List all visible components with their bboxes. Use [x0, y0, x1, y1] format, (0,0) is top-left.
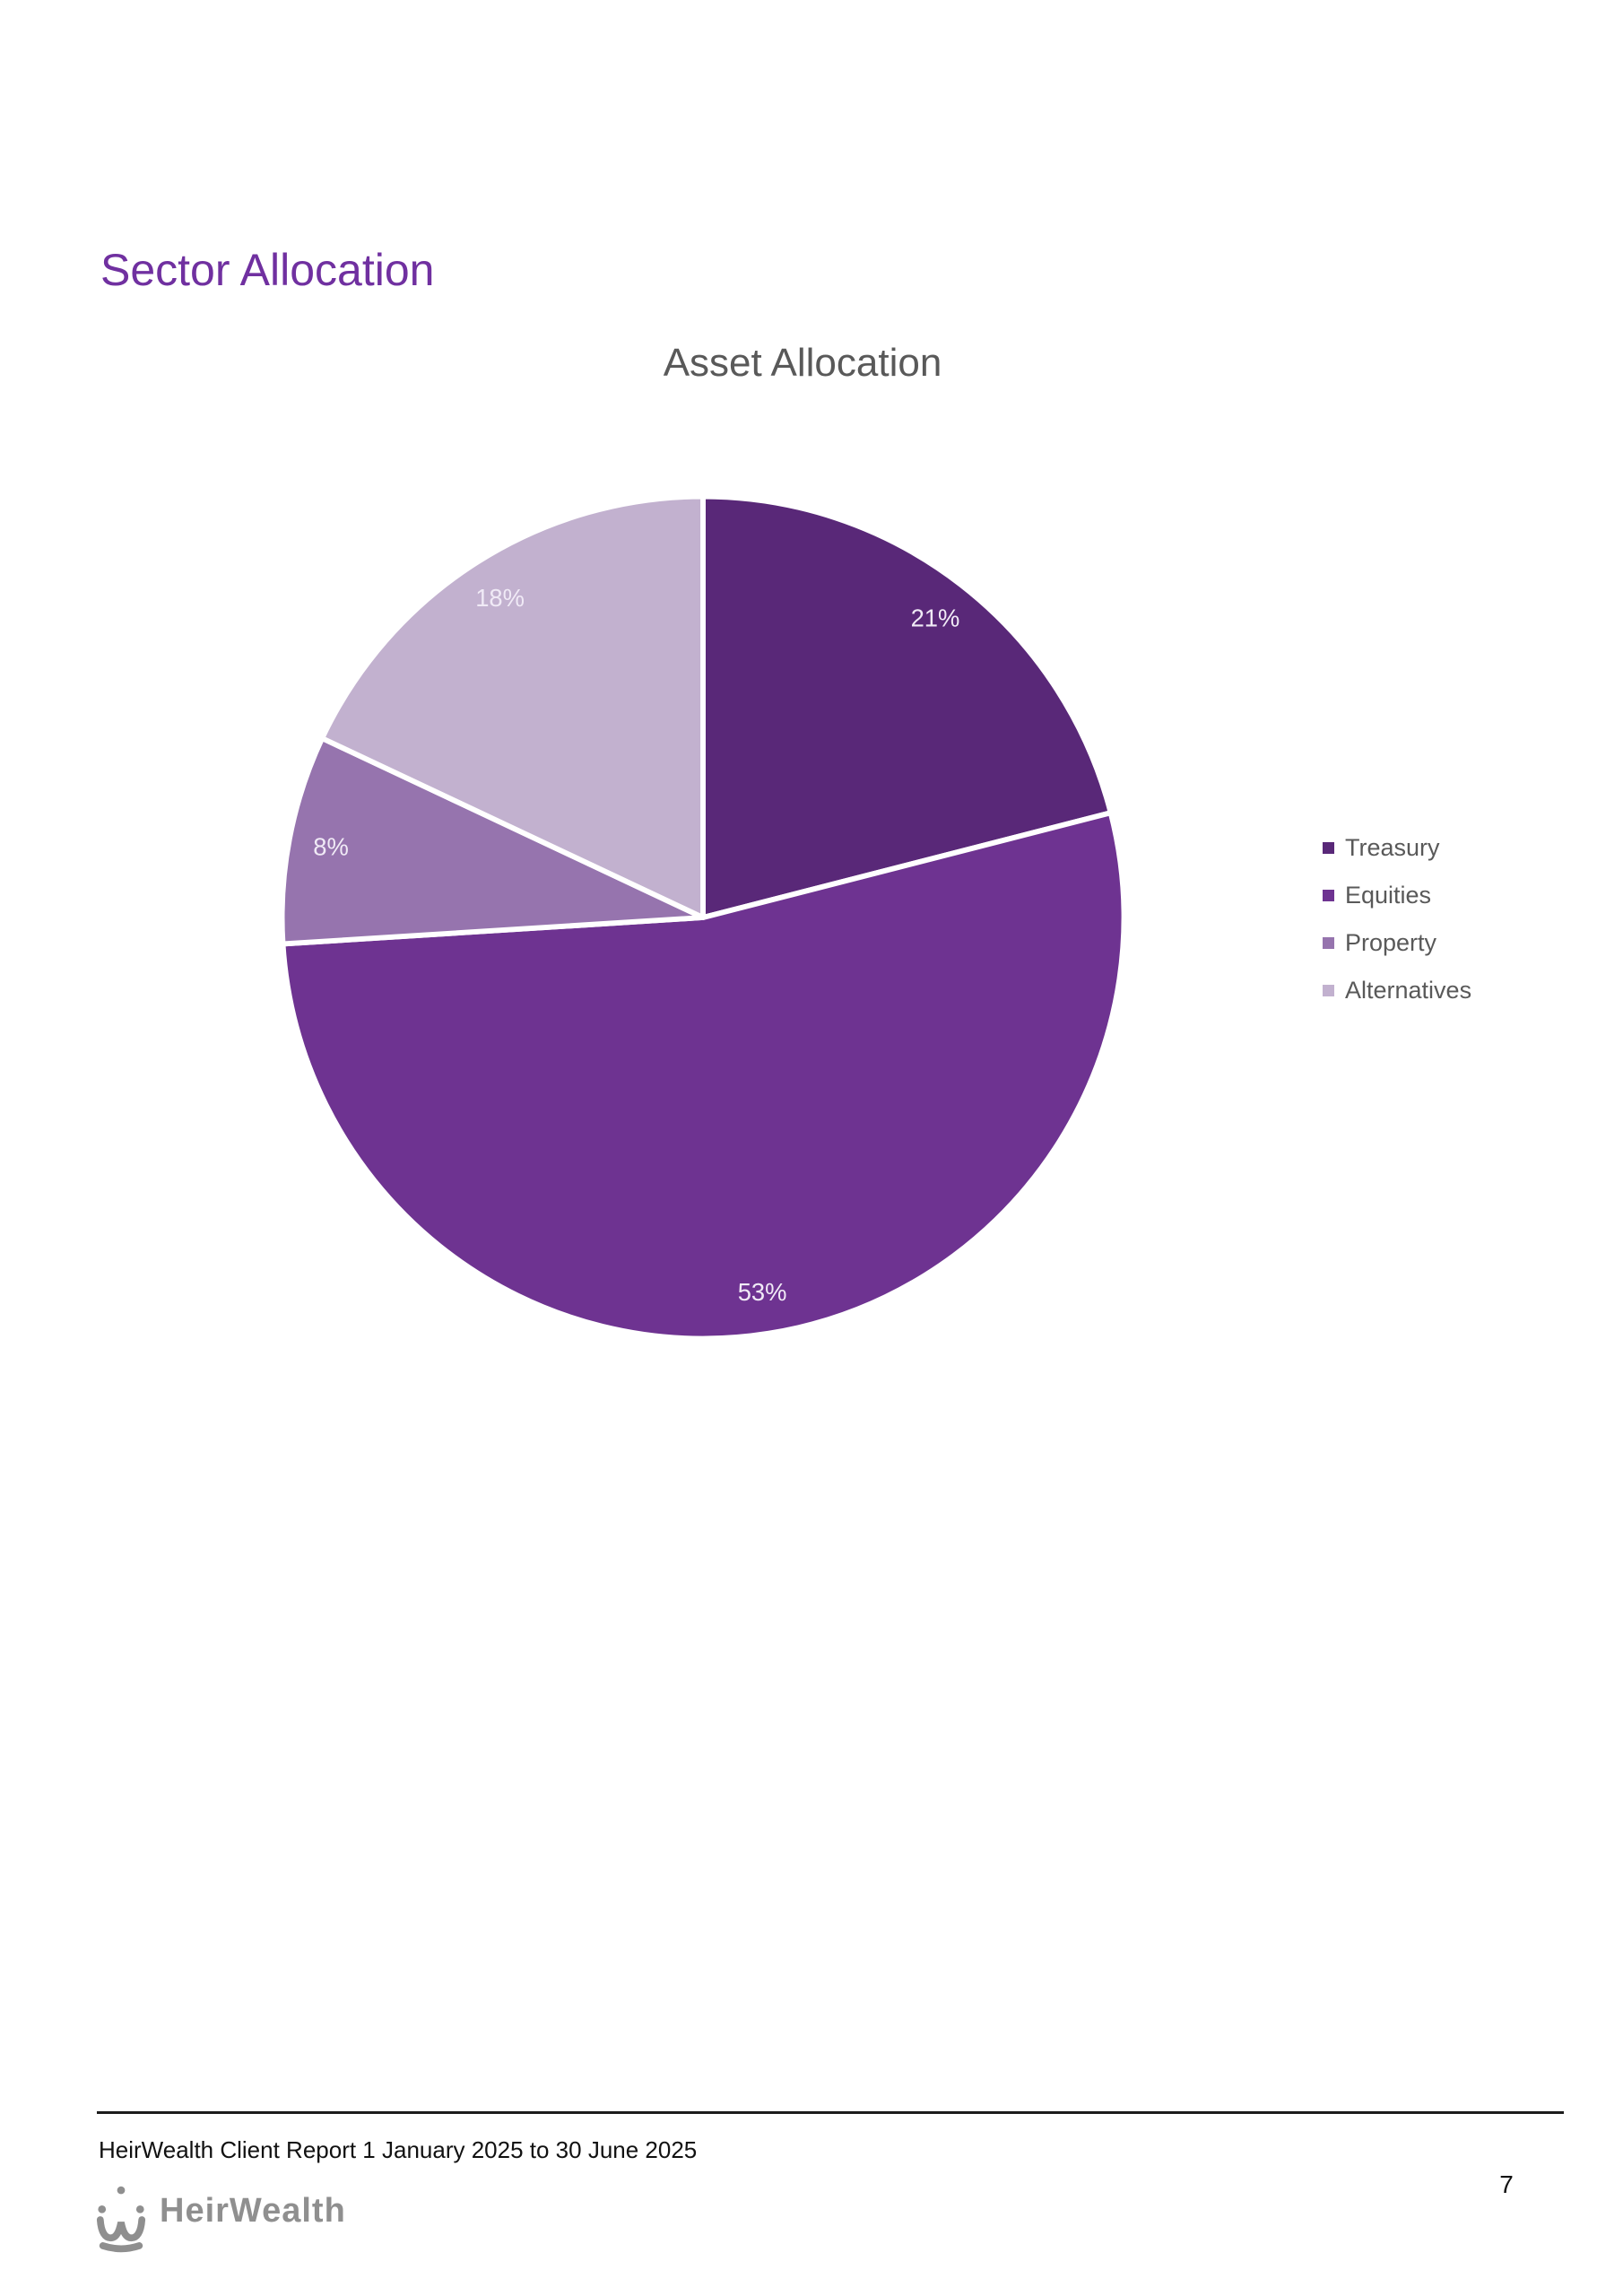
legend-swatch-icon	[1323, 842, 1334, 854]
pie-slice-alternatives	[319, 493, 706, 920]
footer-divider	[97, 2111, 1564, 2114]
legend-item-treasury: Treasury	[1323, 834, 1471, 861]
legend-label: Alternatives	[1345, 977, 1472, 1004]
page-number: 7	[1499, 2170, 1514, 2198]
footer-report-line: HeirWealth Client Report 1 January 2025 …	[99, 2136, 698, 2163]
chart-legend: Treasury Equities Property Alternatives	[1323, 834, 1472, 1026]
pie-data-label: 53%	[738, 1278, 787, 1306]
heirwealth-logo: HeirWealth	[95, 2183, 346, 2253]
crown-icon	[96, 2186, 146, 2253]
legend-item-property: Property	[1323, 929, 1471, 956]
legend-item-alternatives: Alternatives	[1323, 977, 1472, 1004]
pie-data-label: 18%	[475, 584, 525, 612]
pie-slice-treasury	[700, 493, 1114, 920]
pie-chart-svg: 21% 53% 8% 18%	[279, 493, 1127, 1342]
legend-label: Property	[1345, 929, 1437, 956]
page-title: Sector Allocation	[100, 245, 435, 295]
pie-chart: 21% 53% 8% 18%	[265, 479, 1141, 1356]
asset-allocation-chart: Asset Allocation 21% 53% 8% 18% Treasury Equ…	[117, 332, 1506, 1498]
pie-data-label: 21%	[911, 604, 960, 632]
chart-title: Asset Allocation	[663, 341, 942, 385]
legend-item-equities: Equities	[1323, 882, 1471, 909]
legend-swatch-icon	[1323, 985, 1334, 996]
legend-label: Treasury	[1345, 834, 1440, 861]
legend-swatch-icon	[1323, 890, 1334, 901]
pie-data-label: 8%	[313, 832, 349, 860]
legend-label: Equities	[1345, 882, 1432, 909]
logo-wordmark: HeirWealth	[160, 2192, 346, 2230]
legend-swatch-icon	[1323, 937, 1334, 949]
pie-slice-equities	[280, 810, 1127, 1342]
pie-slice-property	[279, 735, 706, 947]
